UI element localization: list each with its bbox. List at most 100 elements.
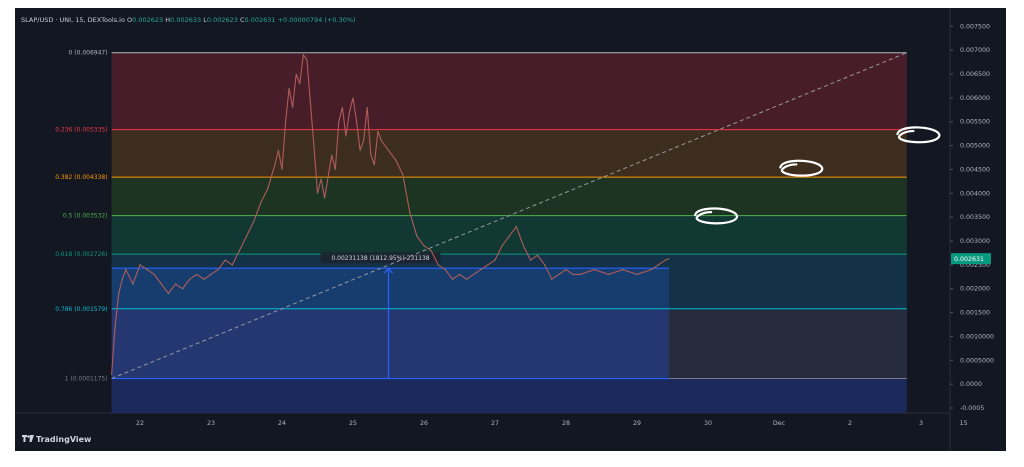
price-point <box>387 149 390 151</box>
price-point <box>114 326 116 328</box>
price-point <box>366 106 368 109</box>
price-point <box>118 292 120 295</box>
x-tick-label: 28 <box>562 420 570 427</box>
y-tick-label: 0.003000 <box>960 238 990 245</box>
price-point <box>664 259 667 261</box>
x-tick-label: 23 <box>207 420 215 427</box>
y-tick-label: 0.0005000 <box>960 357 994 364</box>
price-point <box>579 273 581 276</box>
brand-name[interactable]: TradingView <box>36 435 92 444</box>
price-point <box>377 130 379 132</box>
price-point <box>153 273 155 276</box>
price-point <box>281 168 283 171</box>
price-point <box>622 269 624 271</box>
last-price-label: 0.002631 <box>954 256 984 263</box>
fib-label-5: 0.786 (0.001579) <box>55 306 107 313</box>
price-point <box>444 269 446 271</box>
price-point <box>416 235 418 237</box>
price-point <box>668 258 670 260</box>
fib-label-6: 1 (0.0001175) <box>65 376 108 383</box>
price-chart[interactable]: 0 (0.006947) 0.236 (0.005335) 0.382 (0.004… <box>15 8 1006 451</box>
fib-label-2: 0.382 (0.004338) <box>55 174 107 181</box>
price-point <box>217 269 219 271</box>
price-point <box>277 149 280 151</box>
price-point <box>125 269 127 271</box>
price-point <box>334 168 336 171</box>
x-tick-label: 22 <box>136 420 144 427</box>
price-point <box>522 245 524 247</box>
measure-label-bg <box>320 252 441 264</box>
annotation-circle-2 <box>694 207 739 225</box>
measure-label: 0.00231138 (1812.95%) 231138 <box>331 255 429 262</box>
y-tick-label: 0.0000 <box>960 381 982 388</box>
x-tick-label: 30 <box>704 420 712 427</box>
chart-panel[interactable]: 0 (0.006947) 0.236 (0.005335) 0.382 (0.004… <box>15 8 1006 451</box>
trend-line <box>111 52 907 380</box>
price-point <box>363 140 365 142</box>
price-point <box>196 273 198 276</box>
price-point <box>636 273 638 276</box>
price-point <box>501 245 503 247</box>
price-point <box>572 273 574 276</box>
price-point <box>189 278 191 280</box>
fib-label-1: 0.236 (0.005335) <box>55 127 107 134</box>
fib-band-2 <box>111 177 907 216</box>
y-tick-label: 0.002500 <box>960 262 990 269</box>
price-point <box>231 264 233 266</box>
open-value: 0.002623 <box>132 16 164 24</box>
measure-box <box>111 268 669 379</box>
fib-label-3: 0.5 (0.003532) <box>63 213 108 220</box>
y-tick-label: 0.0010000 <box>960 333 994 340</box>
annotation-circle-0 <box>896 126 941 144</box>
y-tick-label: 0.002000 <box>960 286 990 293</box>
y-tick-label: 0.007000 <box>960 47 990 54</box>
price-point <box>331 154 333 156</box>
symbol-header: SLAP/USD · UNI, 15, DEXTools.io O0.00262… <box>21 16 356 24</box>
annotation-circle-1 <box>779 159 824 177</box>
last-price-badge <box>951 253 991 265</box>
change-value: +0.00000794 (+0.30%) <box>277 16 356 24</box>
price-point <box>529 259 532 261</box>
price-point <box>132 283 134 285</box>
y-tick-label: 0.007500 <box>960 23 990 30</box>
price-point <box>352 97 354 99</box>
price-point <box>409 211 411 213</box>
fib-label-4: 0.618 (0.002726) <box>55 251 107 258</box>
price-point <box>302 54 304 56</box>
price-point <box>537 254 539 256</box>
y-tick-label: 0.003500 <box>960 214 990 221</box>
price-point <box>359 149 361 151</box>
price-point <box>260 202 262 204</box>
price-point <box>480 269 482 271</box>
price-point <box>253 221 255 223</box>
tradingview-logo-icon <box>22 435 34 442</box>
fib-band-bottom <box>111 378 907 413</box>
price-point <box>345 135 347 137</box>
price-point <box>370 154 372 156</box>
price-point <box>292 106 294 109</box>
price-point <box>355 121 358 123</box>
y-tick-label: 0.006000 <box>960 95 990 102</box>
price-point <box>373 164 375 166</box>
price-point <box>650 269 652 271</box>
price-point <box>160 283 162 285</box>
future-region <box>668 308 907 379</box>
exchange-name: UNI <box>59 16 72 24</box>
price-point <box>313 144 315 147</box>
price-point <box>423 245 425 247</box>
price-point <box>139 264 141 266</box>
price-point <box>380 140 382 142</box>
x-tick-label: 2 <box>848 420 852 427</box>
price-point <box>274 164 276 166</box>
price-point <box>341 106 343 109</box>
price-point <box>245 235 248 237</box>
fib-band-4 <box>111 254 907 309</box>
price-point <box>544 264 546 266</box>
price-point <box>338 121 340 123</box>
fib-band-0 <box>111 52 907 130</box>
price-point <box>593 269 596 271</box>
price-point <box>515 226 517 228</box>
fib-band-3 <box>111 215 907 255</box>
price-point <box>309 102 311 104</box>
fib-band-1 <box>111 129 907 178</box>
